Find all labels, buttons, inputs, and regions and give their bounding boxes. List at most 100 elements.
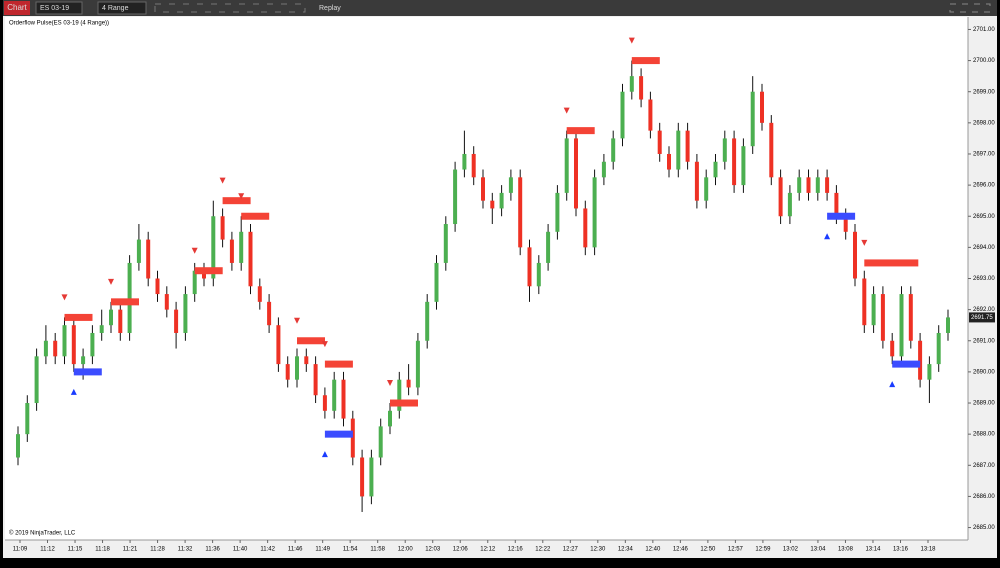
candle-body: [555, 192, 560, 232]
instrument-box[interactable]: [35, 1, 83, 15]
candle-body: [53, 340, 58, 357]
candle-body: [109, 309, 113, 326]
plot-area: [5, 17, 968, 540]
candle-body: [71, 325, 76, 365]
candle-body: [481, 177, 485, 201]
x-tick-label: 12:40: [645, 547, 661, 553]
candle-body: [946, 317, 950, 333]
y-tick-label: 2690.00: [973, 369, 995, 375]
candle-body: [862, 278, 867, 326]
candle-body: [890, 340, 895, 357]
x-tick-label: 11:28: [150, 547, 165, 553]
candle-body: [164, 294, 169, 310]
y-tick-label: 2691.00: [973, 338, 995, 344]
buy-level: [827, 212, 856, 220]
tool-icons[interactable]: [154, 3, 306, 13]
buy-level: [73, 368, 102, 376]
candle-body: [741, 146, 746, 186]
toolbar: Chart ES 03-19 4 Range Replay: [3, 0, 997, 16]
x-tick-label: 13:08: [838, 547, 854, 553]
candle-body: [648, 99, 653, 131]
candle-body: [918, 340, 923, 380]
candle-body: [136, 239, 141, 263]
candle-body: [313, 364, 318, 396]
candle-body: [490, 200, 495, 209]
y-tick-label: 2696.00: [973, 183, 995, 189]
sell-arrow: [861, 239, 868, 246]
candle-body: [704, 177, 709, 201]
candle-body: [332, 379, 337, 411]
x-tick-label: 11:12: [40, 547, 55, 553]
candle-body: [815, 177, 820, 193]
candle-body: [694, 161, 699, 201]
chart-title: Orderflow Pulse(ES 03-19 (4 Range)): [9, 21, 109, 27]
x-tick-label: 12:12: [480, 547, 496, 553]
x-tick-label: 11:09: [13, 547, 28, 553]
candle-body: [202, 270, 206, 279]
x-tick-label: 12:22: [535, 547, 551, 553]
x-tick-label: 11:40: [233, 547, 248, 553]
buy-arrow: [70, 388, 77, 395]
candle-body: [360, 457, 365, 497]
x-tick-label: 12:16: [508, 547, 524, 553]
x-tick-label: 12:06: [453, 547, 469, 553]
candle-body: [908, 294, 913, 341]
candle-body: [62, 325, 67, 357]
sell-level: [566, 127, 595, 135]
candle-body: [406, 379, 411, 388]
candle-body: [127, 262, 132, 333]
candle-body: [388, 410, 392, 427]
y-tick-label: 2700.00: [973, 58, 995, 64]
toolbar-bg: [3, 0, 997, 16]
candle-body: [397, 379, 402, 411]
x-tick-label: 11:42: [260, 547, 275, 553]
y-tick-label: 2685.00: [973, 525, 995, 531]
candle-body: [676, 130, 681, 170]
candle-body: [322, 395, 327, 411]
tab[interactable]: [4, 1, 30, 15]
candle-body: [434, 262, 439, 302]
candle-body: [248, 231, 253, 287]
candle-body: [471, 153, 476, 178]
candle-body: [462, 153, 467, 170]
candle-body: [425, 301, 430, 341]
interval-box[interactable]: [97, 1, 147, 15]
x-tick-label: 13:18: [920, 547, 936, 553]
candle-body: [378, 426, 383, 458]
sell-level: [631, 57, 660, 65]
x-tick-label: 12:30: [590, 547, 606, 553]
candle-body: [192, 270, 197, 295]
sell-arrow: [628, 37, 635, 44]
copyright: © 2019 NinjaTrader, LLC: [9, 530, 76, 537]
interval: 4 Range: [102, 5, 129, 12]
candle-body: [797, 177, 802, 193]
candle-body: [443, 224, 448, 263]
candle-body: [787, 192, 792, 217]
x-tick-label: 11:54: [343, 547, 358, 553]
candle-body: [546, 231, 551, 263]
x-tick-label: 11:32: [178, 547, 193, 553]
candle-body: [574, 138, 578, 209]
candle-body: [778, 177, 783, 217]
x-tick-label: 12:57: [728, 547, 744, 553]
buy-arrow: [321, 451, 328, 458]
candle-body: [853, 231, 857, 279]
candle-body: [174, 309, 179, 333]
candle-body: [536, 262, 541, 287]
candle-body: [239, 231, 244, 263]
candle-body: [750, 91, 755, 147]
y-tick-label: 2689.00: [973, 401, 995, 407]
x-tick-label: 12:27: [563, 547, 579, 553]
candle-body: [304, 356, 309, 365]
candle-body: [806, 177, 811, 193]
candle-body: [285, 364, 290, 380]
candle-body: [183, 294, 188, 333]
sell-level: [297, 337, 325, 345]
sell-arrow: [61, 294, 68, 301]
buy-arrow: [824, 233, 831, 240]
candle-body: [211, 216, 216, 279]
sell-level: [864, 259, 919, 267]
candle-body: [453, 169, 458, 225]
x-tick-label: 11:15: [68, 547, 83, 553]
y-tick-label: 2688.00: [973, 432, 995, 438]
